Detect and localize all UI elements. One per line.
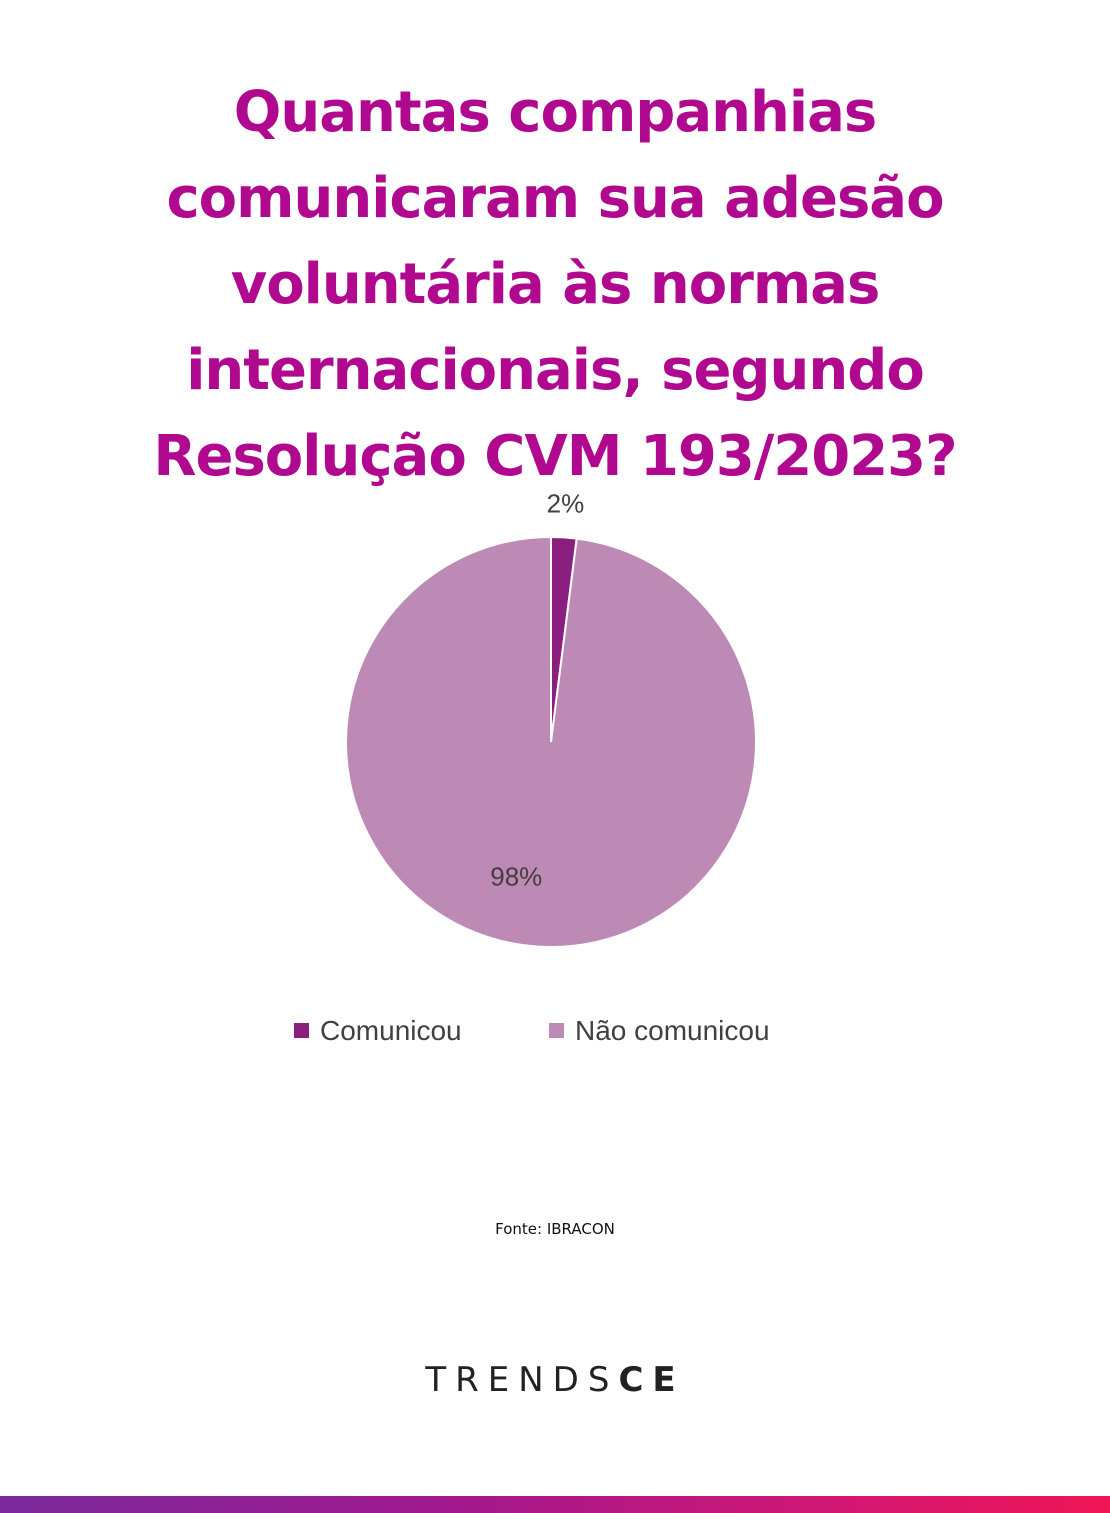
legend-swatch-2 <box>549 1023 564 1038</box>
trendsce-logo: TRENDSCE <box>0 1360 1110 1400</box>
legend-label-2: Não comunicou <box>575 1015 770 1046</box>
pie-slice-2 <box>344 535 757 948</box>
legend-label-1: Comunicou <box>320 1015 462 1046</box>
pie-slice-1 <box>550 535 578 743</box>
page-title: Quantas companhias comunicaram sua adesã… <box>153 80 957 489</box>
logo-text-bold: CE <box>618 1360 685 1400</box>
data-label-2: 98% <box>490 861 542 891</box>
bottom-gradient-bar <box>0 1496 1110 1513</box>
pie-data-labels: 2%98% <box>490 488 584 891</box>
source-note: Fonte: IBRACON <box>495 1220 615 1238</box>
legend-swatch-1 <box>294 1023 309 1038</box>
chart-legend: Comunicou Não comunicou <box>294 1015 770 1046</box>
logo-text-light: TRENDS <box>425 1360 619 1400</box>
pie-slices <box>344 535 757 948</box>
